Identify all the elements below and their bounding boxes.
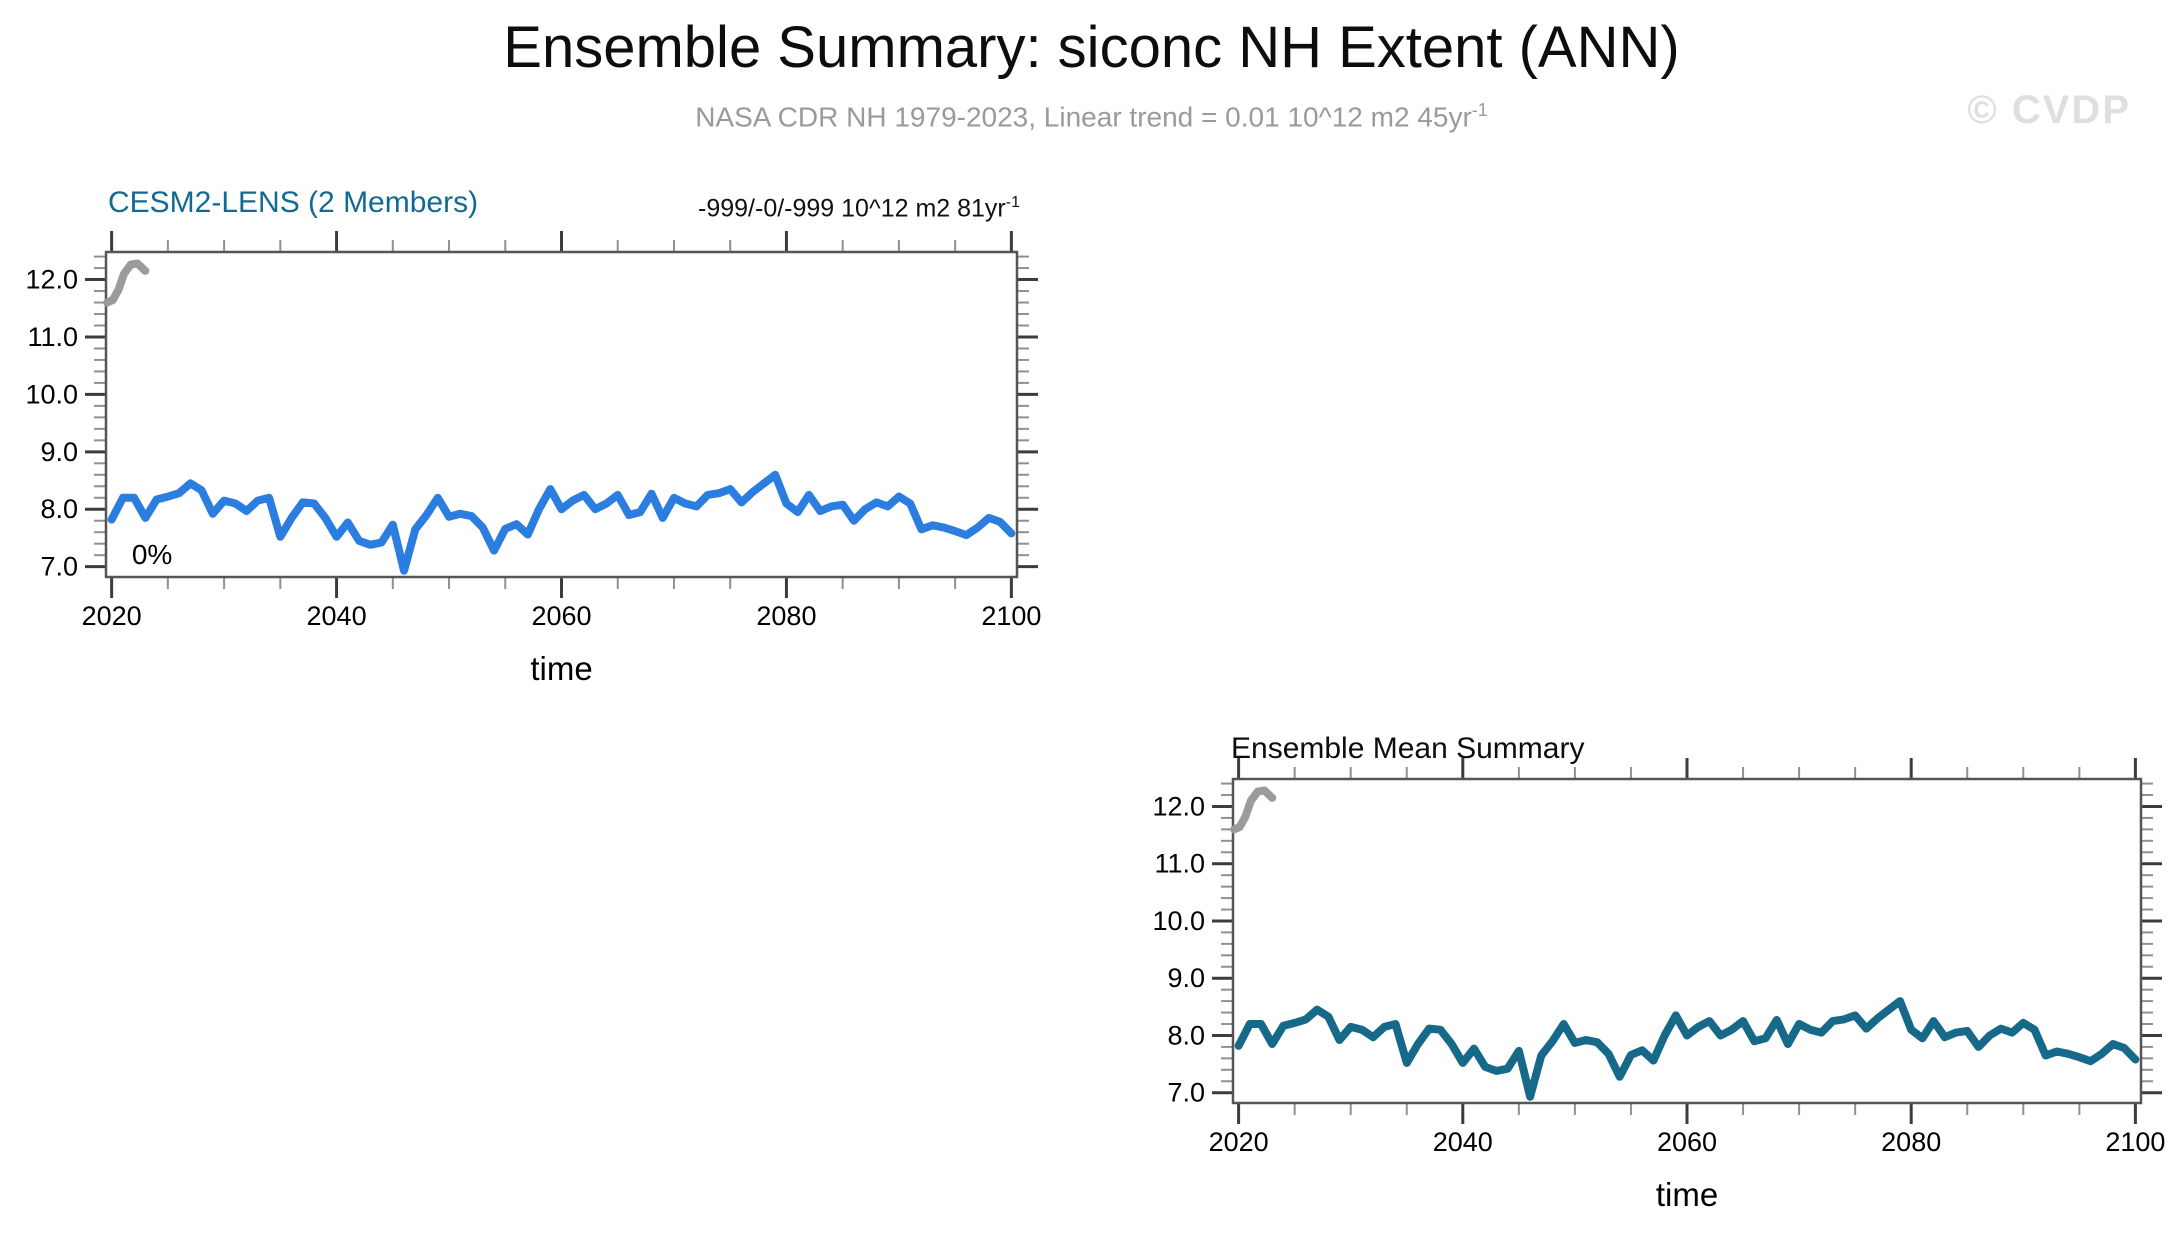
series-line-nasa-cdr-observations: [103, 259, 150, 307]
x-tick-label: 2100: [981, 601, 1041, 631]
y-tick-label: 12.0: [1152, 791, 1205, 821]
x-tick-label: 2080: [1881, 1127, 1941, 1157]
chart1-trend-text: -999/-0/-999 10^12 m2 81yr: [698, 194, 1006, 223]
chart1-trend-superscript: -1: [1005, 194, 1020, 211]
y-tick-label: 8.0: [40, 494, 78, 524]
x-axis-title: time: [530, 650, 592, 687]
series-line-ensemble-mean: [1234, 997, 2140, 1101]
y-tick-label: 8.0: [1167, 1020, 1205, 1050]
inner-annotation: 0%: [132, 539, 172, 570]
chart-cesm2-lens-members: 2020 2040 2060 2080 2100 7.0 8.0 9.0 10.0 11.0 12.…: [25, 231, 1041, 687]
chart1-trend-annotation: -999/-0/-999 10^12 m2 81yr-1: [0, 194, 1020, 223]
y-tick-label: 10.0: [25, 379, 78, 409]
y-tick-label: 11.0: [27, 322, 78, 352]
x-tick-label: 2020: [1209, 1127, 1269, 1157]
series-line-cesm2-lens-members: [107, 470, 1016, 575]
x-tick-label: 2060: [531, 601, 591, 631]
plot-frame: [1231, 777, 2143, 1105]
x-tick-label: 2100: [2105, 1127, 2165, 1157]
plot-frame: [104, 250, 1019, 579]
y-tick-label: 9.0: [40, 437, 78, 467]
y-tick-label: 7.0: [40, 552, 78, 582]
x-tick-label: 2060: [1657, 1127, 1717, 1157]
subtitle-superscript: -1: [1471, 100, 1488, 120]
x-tick-label: 2040: [1433, 1127, 1493, 1157]
chart-ensemble-mean-summary: 2020 2040 2060 2080 2100 7.0 8.0 9.0 10.0 11.0 12.…: [1152, 758, 2165, 1213]
y-tick-label: 7.0: [1167, 1078, 1205, 1108]
series-line-nasa-cdr-observations: [1230, 786, 1277, 834]
x-tick-label: 2020: [82, 601, 142, 631]
cvdp-watermark: © CVDP: [1967, 88, 2131, 132]
x-axis-title: time: [1656, 1176, 1718, 1213]
y-tick-label: 9.0: [1167, 963, 1205, 993]
chart2-title: Ensemble Mean Summary: [1231, 732, 1585, 765]
subtitle-text: NASA CDR NH 1979-2023, Linear trend = 0.…: [695, 101, 1472, 133]
x-tick-label: 2040: [307, 601, 367, 631]
x-tick-label: 2080: [756, 601, 816, 631]
y-tick-label: 10.0: [1152, 906, 1205, 936]
page-title: Ensemble Summary: siconc NH Extent (ANN): [503, 15, 1680, 80]
page-subtitle: NASA CDR NH 1979-2023, Linear trend = 0.…: [0, 100, 2183, 133]
y-tick-label: 12.0: [25, 265, 78, 295]
chart1-title: CESM2-LENS (2 Members): [108, 186, 479, 219]
y-tick-label: 11.0: [1154, 849, 1205, 879]
